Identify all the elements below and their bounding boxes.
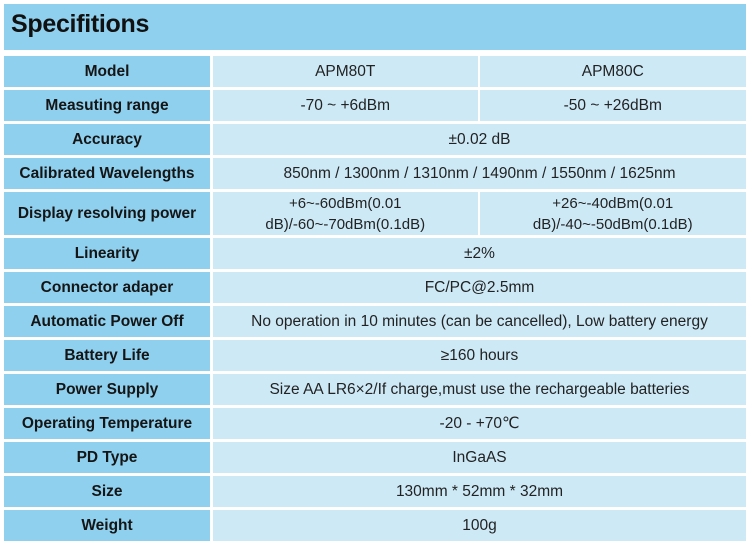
row-label: Power Supply xyxy=(4,374,213,405)
row-label: Battery Life xyxy=(4,340,213,371)
table-row: Connector adaper FC/PC@2.5mm xyxy=(4,272,746,303)
row-label: Weight xyxy=(4,510,213,541)
row-value: APM80T xyxy=(213,56,480,87)
table-row: Measuting range -70 ~ +6dBm -50 ~ +26dBm xyxy=(4,90,746,121)
row-value: Size AA LR6×2/If charge,must use the rec… xyxy=(213,374,746,405)
table-row: Linearity ±2% xyxy=(4,238,746,269)
row-value: -20 - +70℃ xyxy=(213,408,746,439)
spec-table: Model APM80T APM80C Measuting range -70 … xyxy=(4,53,746,544)
row-value: +26~-40dBm(0.01 dB)/-40~-50dBm(0.1dB) xyxy=(479,192,746,235)
table-row: Operating Temperature -20 - +70℃ xyxy=(4,408,746,439)
row-value: +6~-60dBm(0.01 dB)/-60~-70dBm(0.1dB) xyxy=(213,192,480,235)
row-value: ±2% xyxy=(213,238,746,269)
table-row: Size 130mm * 52mm * 32mm xyxy=(4,476,746,507)
title-bar: Specifitions xyxy=(4,4,746,50)
table-row: Calibrated Wavelengths 850nm / 1300nm / … xyxy=(4,158,746,189)
row-label: PD Type xyxy=(4,442,213,473)
row-value: ≥160 hours xyxy=(213,340,746,371)
row-label: Linearity xyxy=(4,238,213,269)
row-value: FC/PC@2.5mm xyxy=(213,272,746,303)
table-row: Display resolving power +6~-60dBm(0.01 d… xyxy=(4,192,746,235)
row-value: ±0.02 dB xyxy=(213,124,746,155)
table-row: Automatic Power Off No operation in 10 m… xyxy=(4,306,746,337)
row-value: 850nm / 1300nm / 1310nm / 1490nm / 1550n… xyxy=(213,158,746,189)
row-value: -70 ~ +6dBm xyxy=(213,90,480,121)
row-label: Accuracy xyxy=(4,124,213,155)
row-label: Measuting range xyxy=(4,90,213,121)
table-row: Battery Life ≥160 hours xyxy=(4,340,746,371)
table-row: Weight 100g xyxy=(4,510,746,541)
table-row: Power Supply Size AA LR6×2/If charge,mus… xyxy=(4,374,746,405)
row-value: APM80C xyxy=(479,56,746,87)
row-value: 100g xyxy=(213,510,746,541)
table-row: Model APM80T APM80C xyxy=(4,56,746,87)
table-row: PD Type InGaAS xyxy=(4,442,746,473)
row-label: Calibrated Wavelengths xyxy=(4,158,213,189)
row-label: Automatic Power Off xyxy=(4,306,213,337)
row-value: 130mm * 52mm * 32mm xyxy=(213,476,746,507)
row-value: -50 ~ +26dBm xyxy=(479,90,746,121)
page-title: Specifitions xyxy=(11,10,150,38)
row-value: InGaAS xyxy=(213,442,746,473)
row-label: Operating Temperature xyxy=(4,408,213,439)
row-value: No operation in 10 minutes (can be cance… xyxy=(213,306,746,337)
row-label: Display resolving power xyxy=(4,192,213,235)
row-label: Connector adaper xyxy=(4,272,213,303)
table-row: Accuracy ±0.02 dB xyxy=(4,124,746,155)
row-label: Size xyxy=(4,476,213,507)
row-label: Model xyxy=(4,56,213,87)
